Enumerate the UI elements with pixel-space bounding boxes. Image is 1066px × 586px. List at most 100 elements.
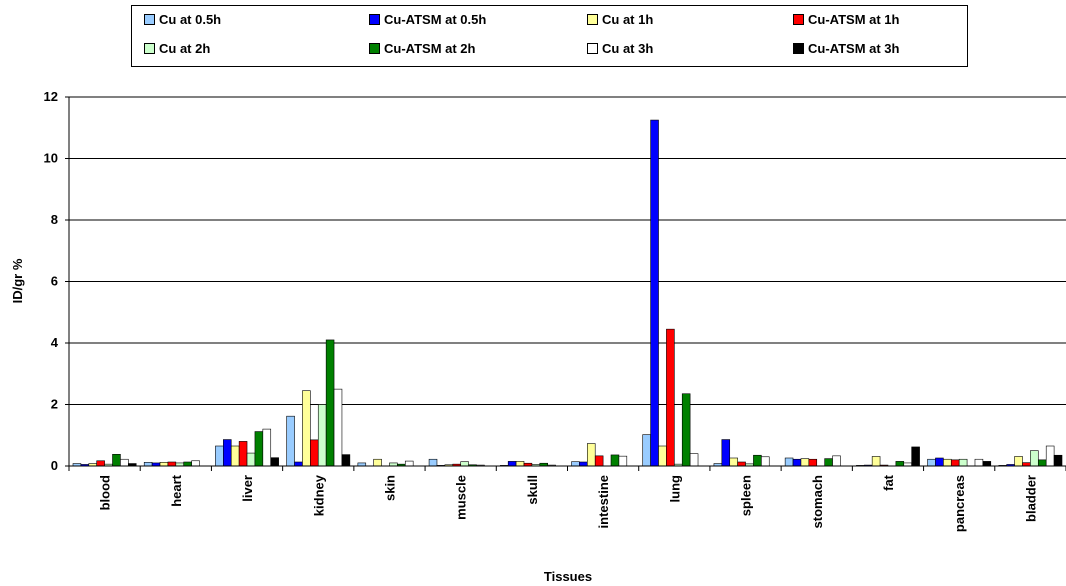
bar — [317, 404, 327, 467]
legend-label: Cu-ATSM at 1h — [808, 11, 900, 27]
y-tick-label: 12 — [44, 89, 58, 104]
x-tick-label: spleen — [739, 475, 754, 516]
x-tick-label: intestine — [596, 475, 611, 528]
bar — [96, 460, 105, 467]
bar — [167, 461, 177, 467]
x-tick-label: blood — [98, 475, 113, 510]
bar — [642, 434, 651, 467]
bar — [808, 458, 818, 467]
bar — [911, 446, 920, 467]
legend-swatch — [587, 42, 598, 54]
bar — [943, 458, 952, 467]
bar — [895, 461, 905, 467]
bar — [246, 452, 256, 467]
bar — [666, 328, 675, 467]
bar — [159, 462, 169, 467]
bar — [761, 456, 770, 467]
legend-label: Cu at 2h — [159, 40, 211, 56]
bar — [594, 455, 604, 467]
bar — [982, 461, 992, 467]
bar — [1053, 454, 1063, 467]
bar — [871, 456, 881, 467]
bar — [800, 458, 810, 467]
bar — [270, 457, 279, 467]
legend-label: Cu-ATSM at 3h — [808, 40, 900, 56]
bar — [1014, 456, 1023, 467]
x-axis-title: Tissues — [544, 569, 592, 584]
x-tick-label: heart — [169, 474, 184, 506]
bar — [310, 439, 319, 467]
bar — [238, 441, 248, 467]
x-tick-label: kidney — [311, 474, 326, 516]
bar — [658, 445, 667, 467]
bar — [586, 443, 596, 467]
x-tick-label: liver — [240, 475, 255, 502]
y-axis-title: ID/gr % — [10, 258, 25, 303]
bar — [112, 454, 121, 467]
gridlines — [69, 96, 1066, 405]
bar — [1022, 462, 1031, 467]
bar — [460, 461, 469, 467]
legend-swatch — [144, 13, 155, 25]
legend-label: Cu at 0.5h — [159, 11, 222, 27]
legend-label: Cu at 3h — [602, 40, 654, 56]
legend-swatch — [369, 13, 380, 25]
bar — [650, 119, 659, 467]
legend-item: Cu-ATSM at 1h — [793, 10, 899, 28]
legend-label: Cu at 1h — [602, 11, 654, 27]
legend: Cu at 0.5h Cu-ATSM at 0.5h Cu at 1h Cu-A… — [131, 5, 968, 67]
legend-item: Cu-ATSM at 2h — [369, 39, 475, 57]
bars — [72, 119, 1063, 467]
bar — [183, 461, 192, 467]
bar — [333, 388, 343, 467]
x-tick-label: fat — [881, 474, 896, 491]
bar — [215, 445, 224, 467]
x-tick-label: pancreas — [952, 475, 967, 532]
bar — [689, 453, 699, 467]
x-ticks: blood heart liver kidney skin muscle skull inte… — [68, 466, 1066, 532]
bar — [729, 457, 738, 467]
bar — [974, 458, 984, 467]
bar — [927, 458, 936, 467]
bar — [143, 462, 153, 467]
bar — [294, 461, 303, 467]
bar — [230, 445, 240, 467]
legend-item: Cu at 1h — [587, 10, 653, 28]
bar — [286, 415, 295, 467]
bar — [325, 339, 335, 467]
legend-swatch — [369, 42, 380, 54]
bar — [618, 455, 628, 467]
y-tick-label: 6 — [51, 274, 58, 289]
bar — [935, 457, 944, 467]
legend-swatch — [793, 13, 804, 25]
legend-swatch — [144, 42, 155, 54]
legend-swatch — [587, 13, 598, 25]
bar — [254, 431, 264, 467]
y-tick-label: 10 — [44, 151, 58, 166]
bar — [191, 460, 200, 467]
bar — [404, 460, 414, 467]
x-tick-label: muscle — [454, 475, 469, 520]
legend-item: Cu at 2h — [144, 39, 210, 57]
bar — [681, 393, 691, 467]
bar — [784, 457, 794, 467]
legend-label: Cu-ATSM at 2h — [384, 40, 476, 56]
bar — [515, 461, 525, 467]
bar — [792, 458, 802, 467]
legend-item: Cu-ATSM at 0.5h — [369, 10, 486, 28]
y-tick-label: 0 — [51, 458, 58, 473]
legend-swatch — [793, 42, 804, 54]
x-tick-label: bladder — [1023, 475, 1038, 522]
x-tick-label: stomach — [810, 475, 825, 529]
bar — [120, 458, 129, 467]
bar — [507, 461, 517, 467]
x-tick-label: lung — [667, 475, 682, 502]
legend-label: Cu-ATSM at 0.5h — [384, 11, 487, 27]
bar — [341, 454, 351, 467]
bar — [721, 439, 731, 467]
bar — [1045, 445, 1055, 467]
legend-item: Cu-ATSM at 3h — [793, 39, 899, 57]
y-tick-label: 2 — [51, 397, 58, 412]
y-tick-label: 8 — [51, 212, 58, 227]
